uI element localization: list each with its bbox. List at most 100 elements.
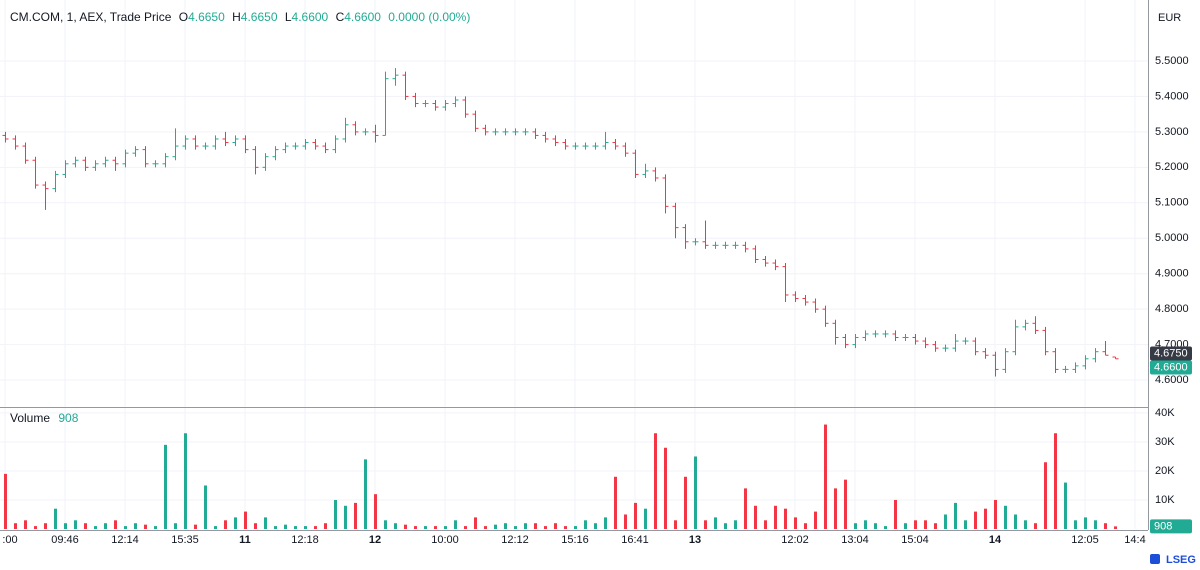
volume-bar: [274, 526, 277, 529]
x-tick-label: 12:14: [111, 534, 139, 546]
volume-bar: [394, 523, 397, 529]
volume-bar: [574, 526, 577, 529]
x-tick-label: 14: [989, 534, 1002, 546]
volume-bar: [1094, 520, 1097, 529]
volume-bar: [1024, 520, 1027, 529]
volume-bar: [354, 502, 357, 529]
volume-bar: [334, 499, 337, 529]
volume-bar: [14, 523, 17, 529]
volume-bar: [924, 520, 927, 529]
volume-bar: [994, 499, 997, 529]
header-open-label: O: [179, 10, 188, 24]
volume-bar: [774, 505, 777, 529]
volume-bar: [434, 526, 437, 529]
volume-bar: [884, 526, 887, 529]
volume-bar: [384, 520, 387, 529]
volume-legend: Volume 908: [10, 411, 79, 425]
header-open: 4.6650: [188, 10, 225, 24]
volume-bar: [664, 447, 667, 529]
volume-bar: [114, 520, 117, 529]
volume-bar: [204, 485, 207, 529]
x-tick-label: 15:35: [171, 534, 199, 546]
volume-bar: [1004, 505, 1007, 529]
volume-title: Volume: [10, 411, 50, 425]
volume-bar: [444, 526, 447, 529]
x-tick-label: 10:00: [431, 534, 459, 546]
header-low: 4.6600: [292, 10, 329, 24]
volume-bar: [514, 526, 517, 529]
header-change: 0.0000 (0.00%): [388, 10, 470, 24]
axes: 4.60004.70004.80004.90005.00005.10005.20…: [2, 55, 1192, 546]
volume-bar: [254, 523, 257, 529]
volume-bar: [604, 517, 607, 529]
x-tick-label: 15:04: [901, 534, 929, 546]
volume-bar: [64, 523, 67, 529]
volume-bar: [44, 523, 47, 529]
x-tick-label: 12:12: [501, 534, 529, 546]
volume-bar: [234, 517, 237, 529]
y2-tick-label: 20K: [1155, 465, 1175, 477]
volume-bar: [144, 524, 147, 529]
volume-bar: [244, 511, 247, 529]
y-tick-label: 5.2000: [1155, 161, 1189, 173]
volume-bar: [894, 499, 897, 529]
price-tag-label: 4.6750: [1154, 347, 1188, 359]
volume-bar: [694, 456, 697, 529]
volume-bar: [724, 523, 727, 529]
volume-bar: [504, 523, 507, 529]
volume-bar: [914, 520, 917, 529]
y-tick-label: 4.6000: [1155, 374, 1189, 386]
volume-bar: [324, 523, 327, 529]
header-high: 4.6650: [241, 10, 278, 24]
volume-bar: [214, 526, 217, 529]
volume-bar: [654, 433, 657, 529]
price-tag-label: 4.6600: [1154, 361, 1188, 373]
volume-bar: [614, 476, 617, 529]
x-tick-label: 13:04: [841, 534, 869, 546]
volume-bar: [1044, 462, 1047, 529]
volume-bar: [624, 514, 627, 529]
grid: [0, 0, 1148, 529]
volume-bar: [594, 523, 597, 529]
volume-bar: [264, 517, 267, 529]
x-tick-label: 12:05: [1071, 534, 1099, 546]
x-tick-label: 12:02: [781, 534, 809, 546]
volume-bar: [484, 526, 487, 529]
volume-bar: [784, 508, 787, 529]
volume-bar: [414, 526, 417, 529]
volume-bar: [154, 526, 157, 529]
x-tick-label: 13: [689, 534, 701, 546]
volume-bar: [1104, 523, 1107, 529]
y-tick-label: 5.5000: [1155, 55, 1189, 67]
volume-bar: [944, 514, 947, 529]
volume-bar: [84, 523, 87, 529]
volume-bar: [1014, 514, 1017, 529]
x-tick-label: 12: [369, 534, 381, 546]
x-tick-label: 14:4: [1124, 534, 1145, 546]
volume-bar: [984, 508, 987, 529]
volume-bar: [1034, 523, 1037, 529]
volume-bar: [104, 523, 107, 529]
volume-last: 908: [58, 411, 78, 425]
volume-bar: [374, 494, 377, 529]
volume-bar: [494, 524, 497, 529]
y2-tick-label: 40K: [1155, 407, 1175, 419]
volume-bar: [544, 526, 547, 529]
volume-bar: [344, 505, 347, 529]
y-tick-label: 5.3000: [1155, 126, 1189, 138]
x-tick-label: 12:18: [291, 534, 319, 546]
volume-bar: [684, 476, 687, 529]
volume-bar: [74, 520, 77, 529]
volume-bar: [464, 526, 467, 529]
volume-bar: [184, 433, 187, 529]
volume-bar: [734, 520, 737, 529]
volume-bar: [744, 488, 747, 529]
y-tick-label: 4.9000: [1155, 268, 1189, 280]
volume-bar: [584, 520, 587, 529]
volume-bar: [804, 523, 807, 529]
volume-bar: [194, 524, 197, 529]
volume-bar: [474, 517, 477, 529]
volume-bar: [794, 517, 797, 529]
